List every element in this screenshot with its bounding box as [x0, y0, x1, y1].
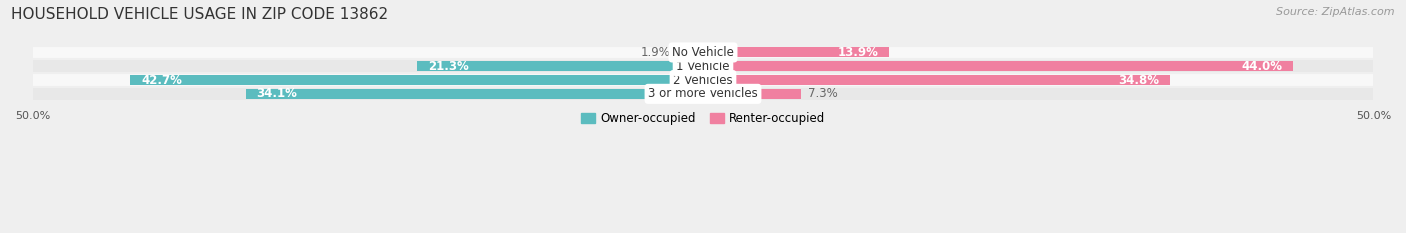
Text: HOUSEHOLD VEHICLE USAGE IN ZIP CODE 13862: HOUSEHOLD VEHICLE USAGE IN ZIP CODE 1386…	[11, 7, 388, 22]
Text: 1 Vehicle: 1 Vehicle	[676, 60, 730, 73]
Bar	[418, 61, 703, 71]
Bar	[703, 48, 890, 57]
Text: 13.9%: 13.9%	[838, 46, 879, 59]
Text: 3 or more Vehicles: 3 or more Vehicles	[648, 87, 758, 100]
Text: 1.9%: 1.9%	[641, 46, 671, 59]
Bar	[678, 48, 703, 57]
Text: 34.1%: 34.1%	[256, 87, 298, 100]
Text: 34.8%: 34.8%	[1118, 74, 1159, 86]
Bar	[32, 46, 1374, 59]
Bar	[703, 61, 1294, 71]
Text: No Vehicle: No Vehicle	[672, 46, 734, 59]
Text: 44.0%: 44.0%	[1241, 60, 1282, 73]
Bar	[32, 87, 1374, 101]
Bar	[32, 73, 1374, 87]
Bar	[131, 75, 703, 85]
Legend: Owner-occupied, Renter-occupied: Owner-occupied, Renter-occupied	[576, 107, 830, 130]
Bar	[703, 75, 1170, 85]
Bar	[246, 89, 703, 99]
Text: 7.3%: 7.3%	[807, 87, 838, 100]
Text: 2 Vehicles: 2 Vehicles	[673, 74, 733, 86]
Text: 21.3%: 21.3%	[429, 60, 468, 73]
Bar	[32, 59, 1374, 73]
Bar	[703, 89, 801, 99]
Text: Source: ZipAtlas.com: Source: ZipAtlas.com	[1277, 7, 1395, 17]
Text: 42.7%: 42.7%	[141, 74, 183, 86]
